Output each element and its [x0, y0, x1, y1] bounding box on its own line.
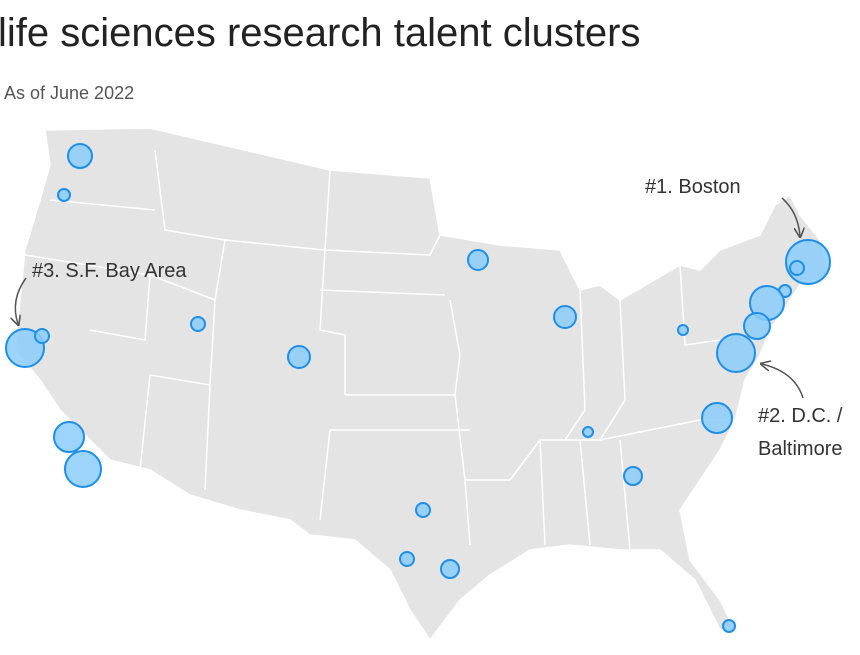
arrow [781, 197, 800, 236]
cluster [64, 450, 102, 488]
cluster [399, 551, 415, 567]
title: life sciences research talent clusters [0, 11, 641, 55]
cluster [743, 312, 771, 340]
arrow [762, 364, 804, 399]
cluster [623, 466, 643, 486]
cluster [287, 345, 311, 369]
cluster [34, 328, 50, 344]
cluster [722, 619, 736, 633]
cluster [57, 188, 71, 202]
cluster [440, 559, 460, 579]
state-lines [24, 149, 735, 551]
annotation: #2. D.C. / [758, 405, 843, 427]
annotation: #1. Boston [645, 176, 741, 198]
cluster [789, 260, 805, 276]
annotation: #3. S.F. Bay Area [32, 260, 187, 282]
cluster [701, 402, 733, 434]
arrow [15, 277, 27, 324]
cluster [553, 305, 577, 329]
us-outline [14, 127, 831, 642]
annotation: Baltimore [758, 438, 842, 460]
cluster [67, 143, 93, 169]
cluster [467, 249, 489, 271]
subtitle: As of June 2022 [4, 83, 134, 103]
cluster [190, 316, 206, 332]
cluster [582, 426, 594, 438]
cluster [716, 333, 756, 373]
cluster [53, 421, 85, 453]
cluster [677, 324, 689, 336]
cluster [415, 502, 431, 518]
clusters [5, 143, 831, 633]
